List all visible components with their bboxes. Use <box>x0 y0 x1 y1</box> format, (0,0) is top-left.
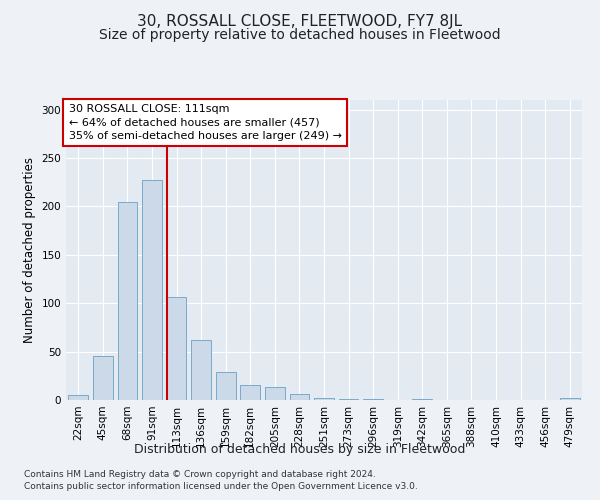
Bar <box>339 399 358 400</box>
Bar <box>167 298 187 400</box>
Bar <box>216 372 236 400</box>
Bar <box>118 202 137 400</box>
Bar <box>412 399 432 400</box>
Text: 30, ROSSALL CLOSE, FLEETWOOD, FY7 8JL: 30, ROSSALL CLOSE, FLEETWOOD, FY7 8JL <box>137 14 463 29</box>
Bar <box>68 395 88 400</box>
Text: 30 ROSSALL CLOSE: 111sqm
← 64% of detached houses are smaller (457)
35% of semi-: 30 ROSSALL CLOSE: 111sqm ← 64% of detach… <box>68 104 341 141</box>
Bar <box>142 180 162 400</box>
Bar <box>364 399 383 400</box>
Text: Distribution of detached houses by size in Fleetwood: Distribution of detached houses by size … <box>134 442 466 456</box>
Bar <box>93 356 113 400</box>
Y-axis label: Number of detached properties: Number of detached properties <box>23 157 36 343</box>
Text: Contains HM Land Registry data © Crown copyright and database right 2024.
Contai: Contains HM Land Registry data © Crown c… <box>24 470 418 491</box>
Text: Size of property relative to detached houses in Fleetwood: Size of property relative to detached ho… <box>99 28 501 42</box>
Bar <box>560 398 580 400</box>
Bar <box>314 398 334 400</box>
Bar <box>290 394 309 400</box>
Bar <box>265 388 284 400</box>
Bar <box>241 386 260 400</box>
Bar <box>191 340 211 400</box>
